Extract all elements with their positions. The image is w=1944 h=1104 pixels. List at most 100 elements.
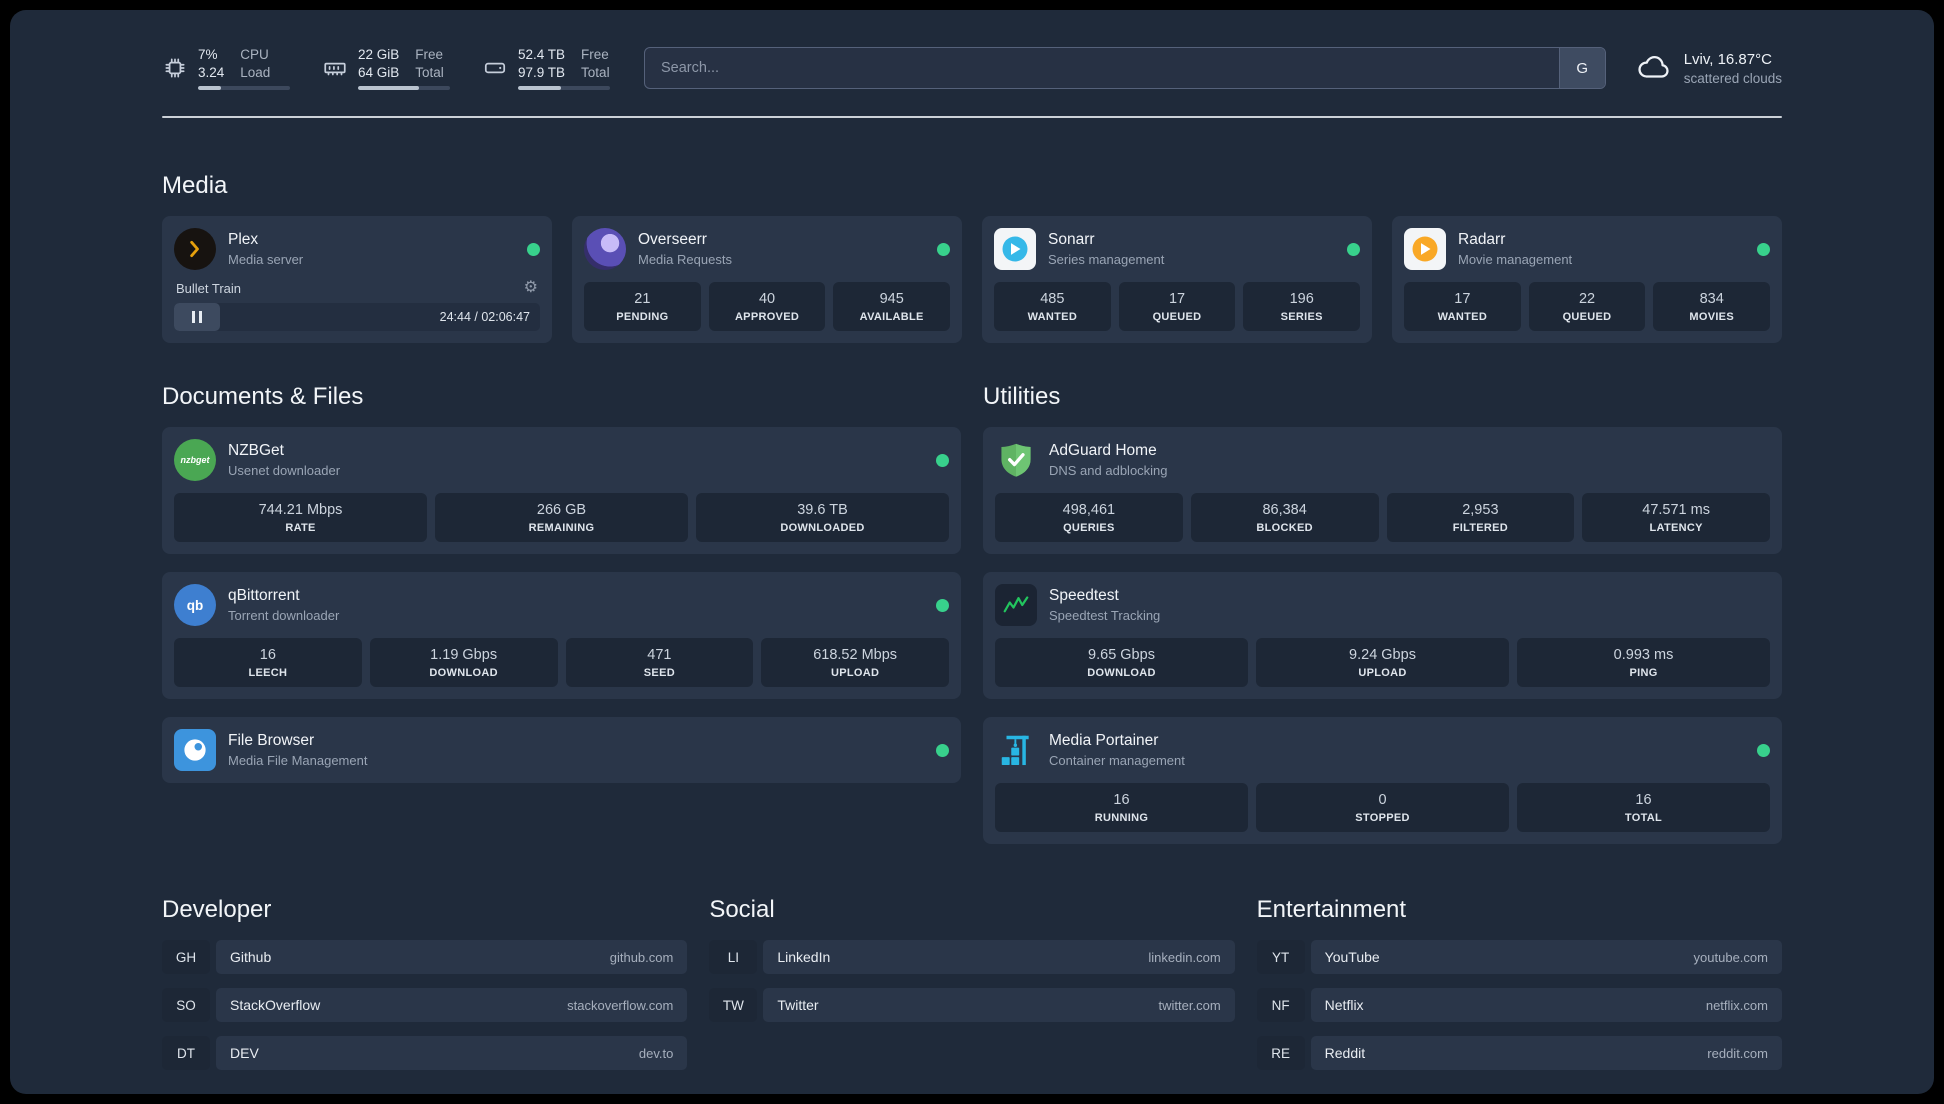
- bookmark-youtube[interactable]: YT YouTube youtube.com: [1256, 940, 1782, 975]
- nzbget-icon: nzbget: [174, 439, 216, 482]
- bookmark-name: Netflix: [1324, 997, 1364, 1014]
- disk-progress-bar: [518, 86, 610, 91]
- bookmark-url: reddit.com: [1707, 1045, 1768, 1061]
- gear-icon[interactable]: ⚙: [523, 279, 538, 297]
- bookmark-reddit[interactable]: RE Reddit reddit.com: [1256, 1036, 1782, 1071]
- cpu-widget: 7% 3.24 CPU Load: [162, 46, 290, 91]
- service-card-radarr[interactable]: Radarr Movie management 17 WANTED 22 QUE…: [1392, 216, 1782, 344]
- weather-condition: scattered clouds: [1683, 70, 1782, 86]
- status-dot: [936, 598, 949, 612]
- service-card-nzbget[interactable]: nzbget NZBGet Usenet downloader 744.21 M…: [162, 427, 961, 555]
- section-title-developer: Developer: [162, 896, 272, 924]
- service-card-speedtest[interactable]: Speedtest Speedtest Tracking 9.65 Gbps D…: [983, 572, 1782, 700]
- stat-block: 0 STOPPED: [1256, 783, 1509, 833]
- service-card-adguard[interactable]: AdGuard Home DNS and adblocking 498,461 …: [983, 427, 1782, 555]
- section-title-utilities: Utilities: [983, 383, 1061, 411]
- stat-block: 744.21 Mbps RATE: [174, 493, 427, 543]
- bookmark-abbr: TW: [709, 988, 758, 1023]
- bookmark-group-social: Social LI LinkedIn linkedin.com TW Twitt…: [709, 896, 1235, 1070]
- stat-block: 9.24 Gbps UPLOAD: [1256, 638, 1509, 688]
- stat-block: 16 TOTAL: [1517, 783, 1770, 833]
- dashboard: 7% 3.24 CPU Load: [10, 10, 1934, 1094]
- status-dot: [936, 743, 949, 757]
- service-description: Torrent downloader: [228, 608, 340, 624]
- stat-block: 485 WANTED: [994, 282, 1111, 332]
- disk-free-label: Free: [581, 47, 609, 62]
- plex-now-playing: Bullet Train ⚙ 24:44 / 02:06:47: [174, 279, 540, 332]
- stat-block: 40 APPROVED: [708, 282, 826, 332]
- status-dot: [937, 242, 950, 256]
- memory-free-value: 22 GiB: [358, 47, 400, 62]
- stat-block: 471 SEED: [565, 638, 754, 688]
- stat-block: 266 GB REMAINING: [435, 493, 688, 543]
- search-input[interactable]: [644, 47, 1606, 90]
- bookmark-name: Reddit: [1324, 1045, 1366, 1062]
- memory-icon: [322, 55, 348, 81]
- service-card-overseerr[interactable]: Overseerr Media Requests 21 PENDING 40 A…: [572, 216, 962, 344]
- service-description: DNS and adblocking: [1049, 463, 1168, 479]
- radarr-icon: [1404, 228, 1446, 271]
- service-name: Sonarr: [1048, 231, 1095, 249]
- playback-time: 24:44 / 02:06:47: [439, 310, 530, 325]
- pause-button[interactable]: [174, 303, 220, 332]
- stat-block: 17 WANTED: [1404, 282, 1521, 332]
- memory-widget: 22 GiB 64 GiB Free Total: [322, 46, 450, 91]
- section-documents: Documents & Files nzbget NZBGet Usenet d…: [162, 383, 961, 844]
- service-card-portainer[interactable]: Media Portainer Container management 16 …: [983, 717, 1782, 845]
- section-media: Media Plex Media server: [162, 172, 1782, 344]
- stat-block: 9.65 Gbps DOWNLOAD: [995, 638, 1248, 688]
- search-bar: G: [644, 47, 1606, 90]
- service-name: Speedtest: [1049, 587, 1119, 605]
- stat-block: 196 SERIES: [1243, 282, 1361, 332]
- bookmark-netflix[interactable]: NF Netflix netflix.com: [1256, 988, 1782, 1023]
- stat-block: 1.19 Gbps DOWNLOAD: [369, 638, 558, 688]
- section-title-social: Social: [709, 896, 775, 924]
- speedtest-icon: [995, 584, 1037, 627]
- search-provider-button[interactable]: G: [1558, 48, 1605, 89]
- bookmark-stackoverflow[interactable]: SO StackOverflow stackoverflow.com: [162, 988, 688, 1023]
- service-card-filebrowser[interactable]: File Browser Media File Management: [162, 717, 961, 784]
- service-name: File Browser: [228, 732, 315, 750]
- bookmark-name: YouTube: [1324, 949, 1380, 966]
- cpu-progress-bar: [198, 86, 290, 91]
- stat-block: 16 LEECH: [174, 638, 362, 688]
- portainer-icon: [995, 729, 1037, 771]
- topbar-divider: [162, 116, 1782, 119]
- service-name: Overseerr: [638, 231, 707, 249]
- cpu-usage-value: 7%: [198, 47, 218, 62]
- stat-block: 0.993 ms PING: [1517, 638, 1770, 688]
- weather-location: Lviv, 16.87°C: [1683, 50, 1772, 68]
- bookmark-twitter[interactable]: TW Twitter twitter.com: [709, 988, 1235, 1023]
- cpu-load-label: Load: [240, 65, 271, 81]
- disk-icon: [482, 55, 508, 81]
- section-utilities: Utilities AdGuard Home: [983, 383, 1782, 845]
- sonarr-icon: [994, 228, 1036, 271]
- service-name: qBittorrent: [228, 587, 300, 605]
- bookmark-dev[interactable]: DT DEV dev.to: [162, 1036, 688, 1071]
- bookmark-abbr: DT: [162, 1036, 210, 1071]
- bookmark-abbr: YT: [1256, 940, 1305, 975]
- bookmark-name: DEV: [230, 1045, 259, 1062]
- bookmark-name: StackOverflow: [230, 997, 321, 1014]
- bookmark-group-entertainment: Entertainment YT YouTube youtube.com NF …: [1256, 896, 1782, 1071]
- stat-block: 834 MOVIES: [1653, 282, 1771, 332]
- bookmark-github[interactable]: GH Github github.com: [162, 940, 688, 975]
- playback-progress-bar[interactable]: 24:44 / 02:06:47: [174, 303, 540, 332]
- stat-block: 16 RUNNING: [995, 783, 1248, 833]
- stat-block: 86,384 BLOCKED: [1190, 493, 1379, 543]
- bookmark-group-developer: Developer GH Github github.com SO StackO…: [162, 896, 688, 1071]
- memory-free-label: Free: [415, 47, 444, 62]
- stat-block: 498,461 QUERIES: [995, 493, 1183, 543]
- service-card-sonarr[interactable]: Sonarr Series management 485 WANTED 17 Q…: [982, 216, 1372, 344]
- stat-block: 22 QUEUED: [1528, 282, 1646, 332]
- service-card-plex[interactable]: Plex Media server Bullet Train ⚙ 24:44 /…: [162, 216, 552, 344]
- cpu-label: CPU: [240, 47, 269, 62]
- plex-icon: [174, 228, 216, 271]
- bookmark-linkedin[interactable]: LI LinkedIn linkedin.com: [709, 940, 1235, 975]
- service-card-qbittorrent[interactable]: qb qBittorrent Torrent downloader 16 LEE…: [162, 572, 961, 700]
- service-description: Media server: [228, 252, 304, 268]
- disk-widget: 52.4 TB 97.9 TB Free Total: [482, 46, 610, 91]
- bookmark-url: twitter.com: [1158, 997, 1221, 1013]
- stat-block: 21 PENDING: [584, 282, 701, 332]
